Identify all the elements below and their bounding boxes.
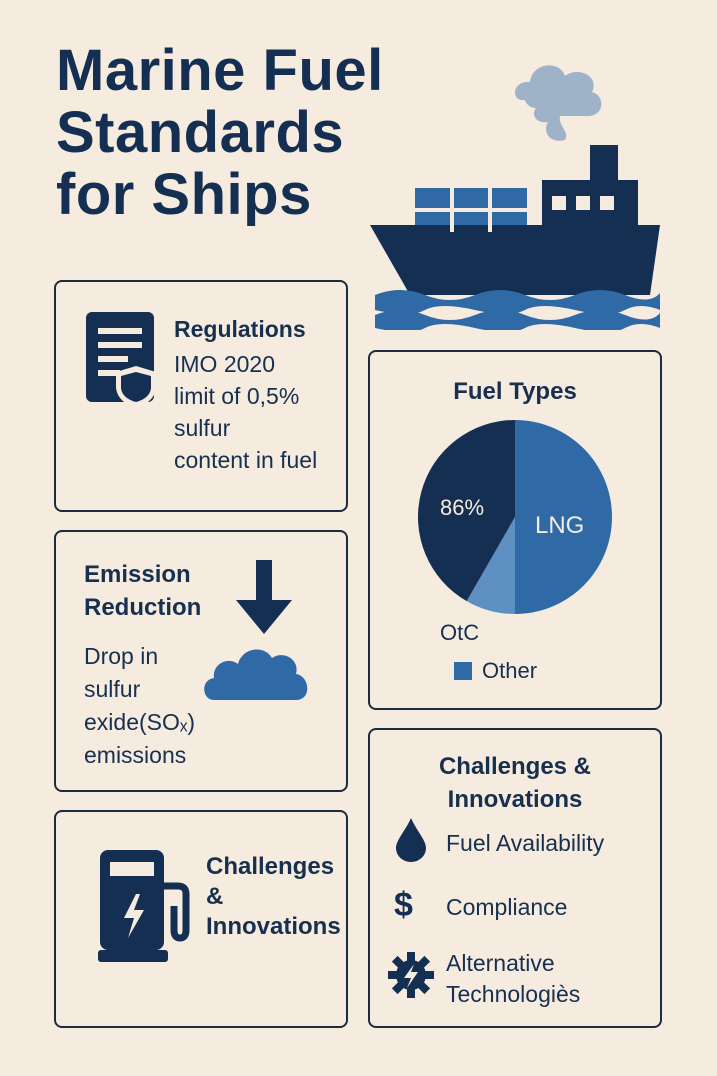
gear-lightning-icon xyxy=(388,952,434,998)
regulations-card: Regulations IMO 2020 limit of 0,5% sulfu… xyxy=(54,280,348,512)
legend-swatch xyxy=(454,662,472,680)
emission-heading-line: Emission xyxy=(84,561,191,588)
challenges-left-heading-line: Challenges xyxy=(206,853,335,880)
fuel-types-pie-chart xyxy=(418,420,612,614)
challenge-item-compliance: Compliance xyxy=(446,894,568,920)
cloud-icon xyxy=(204,649,308,700)
challenge-item-fuel-availability: Fuel Availability xyxy=(446,830,605,856)
page-title: Marine Fuel Standards for Ships xyxy=(56,40,476,226)
pie-label-lng: LNG xyxy=(535,512,585,539)
smoke-cloud-icon xyxy=(514,65,602,141)
fuel-types-card: Fuel Types 86% LNG OtC Other xyxy=(368,350,662,710)
emission-heading-line: Reduction xyxy=(84,594,202,621)
challenges-left-card: Challenges & Innovations xyxy=(54,810,348,1028)
challenges-left-heading: Challenges & Innovations xyxy=(206,852,341,942)
down-arrow-icon xyxy=(236,560,292,634)
regulations-line: sulfur xyxy=(174,415,231,441)
pie-label-percent: 86% xyxy=(440,495,485,520)
ship-icon xyxy=(370,145,660,295)
fuel-pump-icon xyxy=(98,850,190,962)
pie-slice-2 xyxy=(418,420,515,602)
regulations-heading: Regulations xyxy=(174,316,306,342)
pie-slice-0 xyxy=(515,420,612,614)
emission-body: Drop in sulfur exide(SOₓ) emissions xyxy=(84,640,195,772)
challenges-left-heading-line: Innovations xyxy=(206,913,341,940)
emission-line: emissions xyxy=(84,742,187,768)
dollar-icon: $ xyxy=(394,886,413,924)
title-line-3: for Ships xyxy=(56,162,312,227)
document-shield-icon xyxy=(86,312,156,408)
emission-heading: Emission Reduction xyxy=(84,558,201,624)
emission-line: Drop in xyxy=(84,643,159,669)
challenges-right-card: Challenges & Innovations Fuel Availabili… xyxy=(368,728,662,1028)
regulations-body: IMO 2020 limit of 0,5% sulfur content in… xyxy=(174,348,317,476)
challenges-right-heading: Challenges & Innovations xyxy=(370,750,660,816)
legend-label-other: Other xyxy=(482,658,538,683)
pie-slice-1 xyxy=(466,517,515,614)
waves-icon xyxy=(375,290,660,330)
fuel-types-heading: Fuel Types xyxy=(453,378,577,405)
emission-line: exide(SOₓ) xyxy=(84,709,196,735)
title-line-1: Marine Fuel xyxy=(56,38,384,103)
droplet-icon xyxy=(396,818,426,862)
challenge-item-line: Technologiès xyxy=(446,981,581,1007)
challenges-right-heading-line: Challenges & xyxy=(438,753,592,780)
emission-reduction-card: Emission Reduction Drop in sulfur exide(… xyxy=(54,530,348,792)
pie-outside-label: OtC xyxy=(440,620,480,645)
title-line-2: Standards xyxy=(56,100,345,165)
challenge-item-alternative-technologies: Alternative Technologiès xyxy=(446,948,580,1010)
emission-line: sulfur xyxy=(84,676,141,702)
challenge-item-line: Alternative xyxy=(446,950,555,976)
challenges-right-heading-line: Innovations xyxy=(447,786,583,813)
regulations-line: content in fuel xyxy=(174,447,318,473)
challenges-left-heading-line: & xyxy=(206,883,224,910)
cargo-ship-illustration xyxy=(370,65,660,330)
regulations-line: limit of 0,5% xyxy=(174,383,300,409)
regulations-line: IMO 2020 xyxy=(174,351,275,377)
